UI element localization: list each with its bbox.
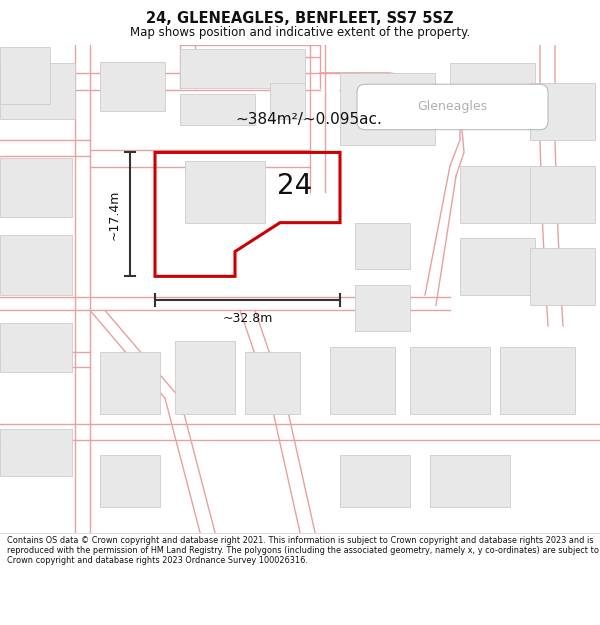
Bar bbox=[0, 62, 75, 119]
Bar bbox=[245, 352, 300, 414]
Bar bbox=[185, 161, 265, 222]
Bar bbox=[180, 94, 255, 124]
Bar bbox=[500, 347, 575, 414]
Bar bbox=[175, 341, 235, 414]
Bar bbox=[530, 166, 595, 222]
Bar bbox=[0, 47, 50, 104]
Bar bbox=[270, 83, 305, 119]
Bar bbox=[355, 284, 410, 331]
Text: Map shows position and indicative extent of the property.: Map shows position and indicative extent… bbox=[130, 26, 470, 39]
Bar bbox=[460, 166, 535, 222]
Bar bbox=[100, 455, 160, 507]
Bar bbox=[0, 323, 72, 372]
Bar bbox=[330, 347, 395, 414]
Bar bbox=[340, 73, 435, 145]
FancyBboxPatch shape bbox=[357, 84, 548, 130]
Text: ~17.4m: ~17.4m bbox=[107, 189, 121, 239]
Bar bbox=[460, 238, 535, 295]
Bar bbox=[530, 83, 595, 140]
Bar bbox=[0, 235, 72, 295]
Text: ~384m²/~0.095ac.: ~384m²/~0.095ac. bbox=[235, 112, 382, 127]
Text: 24, GLENEAGLES, BENFLEET, SS7 5SZ: 24, GLENEAGLES, BENFLEET, SS7 5SZ bbox=[146, 11, 454, 26]
Bar bbox=[100, 61, 165, 111]
Bar bbox=[430, 455, 510, 507]
Bar bbox=[530, 249, 595, 305]
Bar bbox=[340, 455, 410, 507]
Text: 24: 24 bbox=[277, 173, 313, 201]
Bar bbox=[410, 347, 490, 414]
Bar bbox=[0, 429, 72, 476]
Bar bbox=[450, 62, 535, 124]
Bar bbox=[180, 49, 305, 88]
Bar bbox=[0, 158, 72, 218]
Bar bbox=[355, 222, 410, 269]
Text: Contains OS data © Crown copyright and database right 2021. This information is : Contains OS data © Crown copyright and d… bbox=[7, 536, 599, 566]
Text: ~32.8m: ~32.8m bbox=[223, 312, 272, 325]
Bar bbox=[100, 352, 160, 414]
Text: Gleneagles: Gleneagles bbox=[417, 101, 487, 114]
